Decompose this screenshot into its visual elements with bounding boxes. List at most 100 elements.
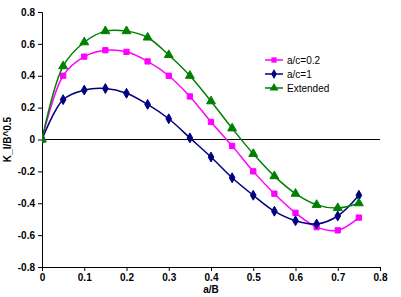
marker [250,190,256,200]
tick-label: -0.2 [18,166,36,177]
tick: 0.5 [247,267,261,283]
marker [229,173,235,183]
tick: 0.2 [120,267,134,283]
tick-label: 0.5 [247,272,261,283]
marker [272,206,278,216]
tick-mark [169,267,170,271]
marker [101,26,110,34]
tick-label: 0.6 [21,39,35,50]
marker [166,114,172,124]
tick: 0.4 [205,267,219,283]
tick-mark [296,267,297,271]
series-area [42,26,363,233]
tick-mark [38,140,42,141]
tick-label: 0.8 [374,272,388,283]
marker [208,152,214,162]
tick-label: -0.6 [18,230,36,241]
tick-mark [253,267,254,271]
marker [270,171,279,179]
axis-line [43,268,381,272]
marker [356,215,361,220]
series-line [42,88,359,224]
marker [312,200,321,208]
marker [291,189,300,197]
marker [143,32,152,40]
tick-mark [38,76,42,77]
legend-entry: Extended [265,83,329,94]
marker [145,100,151,110]
marker [207,96,216,104]
tick: 0.8 [21,7,42,18]
marker [80,37,89,45]
tick-mark [38,44,42,45]
tick: 0.4 [21,70,42,81]
tick-label: 0.4 [21,70,35,81]
marker [354,198,363,206]
tick-label: 0.2 [21,102,35,113]
marker [249,149,258,157]
x-axis-title: a/B [203,284,219,295]
tick-label: -0.8 [18,262,36,273]
series-line [42,50,359,231]
tick-label: 0.8 [21,7,35,18]
tick-label: 0 [29,134,35,145]
legend-label: a/c=0.2 [287,55,321,66]
tick-label: 0.7 [331,272,345,283]
marker [187,94,192,99]
tick-mark [38,12,42,13]
tick-label: 0.3 [162,272,176,283]
tick-mark [38,108,42,109]
tick-label: 0.6 [289,272,303,283]
legend: a/c=0.2 a/c=1 Extended [265,55,329,94]
x-axis: 0 0.1 0.2 0.3 0.4 0.5 0.6 0.7 0.8 [40,267,388,283]
marker [251,169,256,174]
legend-entry: a/c=0.2 [265,55,321,66]
marker [60,95,66,105]
marker [42,134,46,142]
legend-marker [270,83,279,91]
marker [228,123,237,131]
tick: 0.7 [331,267,345,283]
legend-marker [271,69,277,79]
marker [122,26,131,34]
tick-mark [38,203,42,204]
tick: -0.4 [18,198,42,209]
tick-mark [380,267,381,271]
legend-marker [271,57,276,62]
tick: 0.2 [21,102,42,113]
tick-mark [84,267,85,271]
marker [166,73,171,78]
tick: 0.6 [21,39,42,50]
marker [293,216,299,226]
marker [333,203,342,211]
tick: 0.8 [374,267,388,283]
marker [124,49,129,54]
series-line [42,30,359,208]
tick-mark [211,267,212,271]
marker [335,211,341,221]
tick-label: 0.1 [78,272,92,283]
marker [314,219,320,229]
tick-mark [38,235,42,236]
marker [185,71,194,79]
tick: 0.6 [289,267,303,283]
marker [229,143,234,148]
tick: 0 [29,134,42,145]
tick: 0.3 [162,267,176,283]
y-axis-title: K_I/B^0.5 [2,116,13,162]
legend-label: a/c=1 [287,69,312,80]
tick-label: -0.4 [18,198,36,209]
marker [272,191,277,196]
legend-entry: a/c=1 [265,69,312,80]
marker [187,133,193,143]
marker [124,88,130,98]
marker [60,73,65,78]
tick: 0.1 [78,267,92,283]
marker [82,54,87,59]
tick-mark [127,267,128,271]
plot: 0 0.1 0.2 0.3 0.4 0.5 0.6 0.7 0.8 -0.8 -0.6 -0.4 -0.… [18,7,388,283]
marker [208,119,213,124]
tick-label: 0 [40,272,46,283]
chart: 0 0.1 0.2 0.3 0.4 0.5 0.6 0.7 0.8 -0.8 -0.6 -0.4 -0.… [0,0,401,297]
marker [103,84,109,94]
